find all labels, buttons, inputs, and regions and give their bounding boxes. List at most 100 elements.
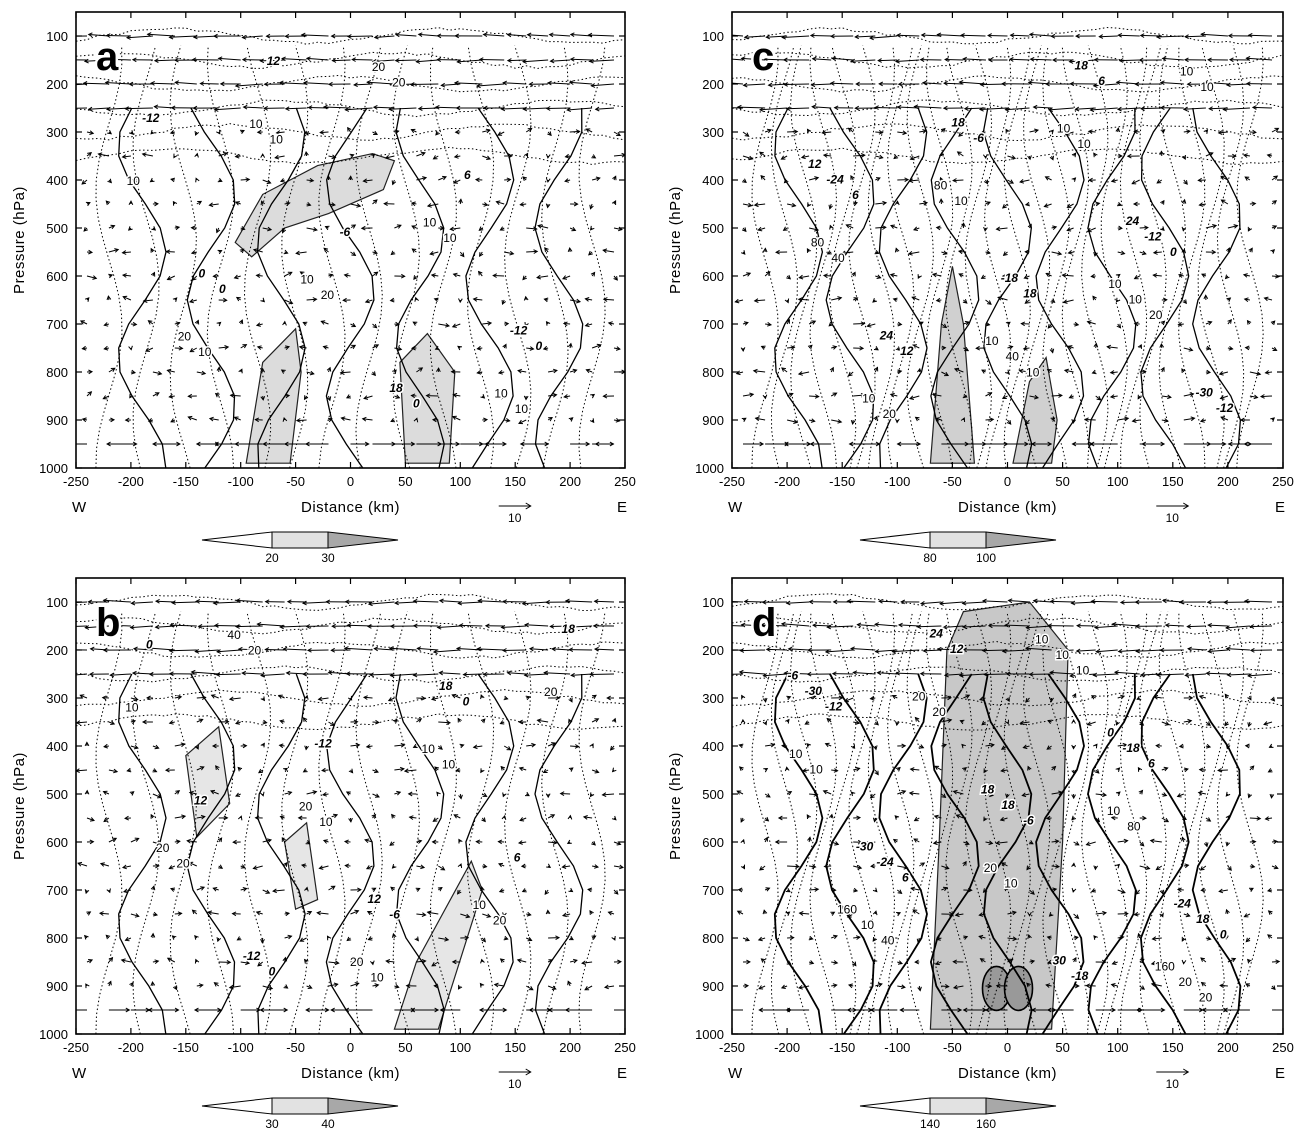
wind-arrowhead <box>1219 395 1225 400</box>
wind-arrowhead <box>107 178 113 184</box>
wind-arrowhead <box>449 226 455 232</box>
wind-vector <box>919 202 928 205</box>
solid-contour <box>825 673 875 1034</box>
wind-vector <box>211 694 219 699</box>
wind-arrowhead <box>1001 394 1007 399</box>
wind-arrowhead <box>785 911 791 916</box>
wind-arrowhead <box>366 911 372 916</box>
wind-arrowhead <box>762 909 768 915</box>
wind-arrowhead <box>354 909 360 915</box>
wind-arrowhead <box>197 200 203 206</box>
dotted-contour-label: 18 <box>439 679 453 693</box>
wind-vector <box>438 721 451 724</box>
wind-arrowhead <box>1275 959 1281 965</box>
wind-vector <box>306 57 329 61</box>
wind-arrowhead <box>1058 790 1064 796</box>
wind-arrowhead <box>456 889 462 895</box>
wind-arrowhead <box>1049 599 1055 604</box>
wind-vector <box>736 371 744 375</box>
wind-vector <box>1246 57 1273 61</box>
wind-arrowhead <box>1074 914 1080 919</box>
wind-arrowhead <box>396 224 402 229</box>
wind-arrowhead <box>88 671 94 677</box>
dotted-contour-label: 0 <box>146 638 153 652</box>
dotted-contour-label: 18 <box>951 116 965 130</box>
wind-arrowhead <box>104 80 110 86</box>
wind-vector <box>416 913 426 916</box>
dotted-contour <box>926 611 954 1034</box>
wind-arrowhead <box>106 441 111 447</box>
dotted-contour <box>1100 45 1128 468</box>
dotted-contour <box>732 75 1283 93</box>
wind-vector <box>322 769 329 771</box>
wind-arrowhead <box>953 367 959 373</box>
wind-vector <box>855 35 876 38</box>
wind-arrowhead <box>1023 274 1029 280</box>
solid-contour-label: 10 <box>1200 80 1214 94</box>
wind-arrowhead <box>784 766 790 772</box>
wind-arrowhead <box>783 178 789 184</box>
wind-arrowhead <box>1137 766 1143 772</box>
wind-vector <box>1223 107 1250 110</box>
wind-arrowhead <box>523 672 529 678</box>
dotted-contour <box>76 641 625 659</box>
wind-vector <box>364 839 373 843</box>
wind-arrowhead <box>1137 394 1142 400</box>
wind-arrowhead <box>304 130 309 136</box>
wind-arrowhead <box>1083 417 1089 423</box>
wind-vector <box>196 886 205 891</box>
wind-arrowhead <box>814 227 820 232</box>
wind-arrowhead <box>1085 983 1091 989</box>
dotted-contour-label: -18 <box>1071 969 1089 983</box>
wind-arrowhead <box>931 272 938 278</box>
wind-arrowhead <box>807 344 813 350</box>
wind-arrowhead <box>333 982 339 988</box>
solid-contour <box>325 107 375 468</box>
wind-arrowhead <box>1208 106 1214 111</box>
wind-vector <box>372 793 380 798</box>
wind-arrowhead <box>150 932 156 938</box>
wind-arrowhead <box>121 250 127 255</box>
wind-vector <box>787 865 799 868</box>
wind-vector <box>1220 395 1229 399</box>
wind-arrowhead <box>500 106 506 112</box>
dotted-contour-label: 6 <box>902 871 909 885</box>
wind-arrowhead <box>785 1007 791 1013</box>
solid-contour-label: 10 <box>423 216 437 230</box>
wind-arrowhead <box>256 621 262 627</box>
wind-arrowhead <box>846 1007 852 1013</box>
wind-vector <box>302 601 329 604</box>
wind-arrowhead <box>874 249 880 255</box>
wind-arrowhead <box>1024 299 1030 304</box>
dotted-contour <box>541 611 569 1034</box>
wind-arrowhead <box>561 912 568 918</box>
wind-vector <box>328 885 336 891</box>
wind-vector <box>1025 647 1052 651</box>
wind-vector <box>453 179 461 184</box>
wind-arrowhead <box>587 32 593 38</box>
wind-arrowhead <box>1225 625 1230 630</box>
wind-arrowhead <box>517 840 523 845</box>
wind-arrowhead <box>822 790 828 795</box>
wind-arrowhead <box>321 767 326 773</box>
wind-arrowhead <box>281 228 287 234</box>
dotted-contour <box>790 611 818 1034</box>
wind-arrowhead <box>589 910 594 915</box>
wind-arrowhead <box>611 717 617 723</box>
wind-arrowhead <box>214 392 220 398</box>
wind-vector <box>1160 82 1184 85</box>
wind-arrowhead <box>81 417 87 423</box>
wind-arrowhead <box>319 129 325 135</box>
wind-vector <box>169 649 197 652</box>
wind-vector <box>262 839 272 843</box>
wind-vector <box>439 672 461 675</box>
wind-arrowhead <box>569 935 574 941</box>
wind-arrowhead <box>236 936 242 941</box>
wind-vector <box>823 275 832 277</box>
wind-arrowhead <box>798 274 804 280</box>
wind-arrowhead <box>958 273 964 278</box>
panel-label: a <box>96 35 119 79</box>
wind-arrowhead <box>873 346 879 351</box>
wind-arrowhead <box>804 720 810 725</box>
wind-arrowhead <box>414 936 419 942</box>
